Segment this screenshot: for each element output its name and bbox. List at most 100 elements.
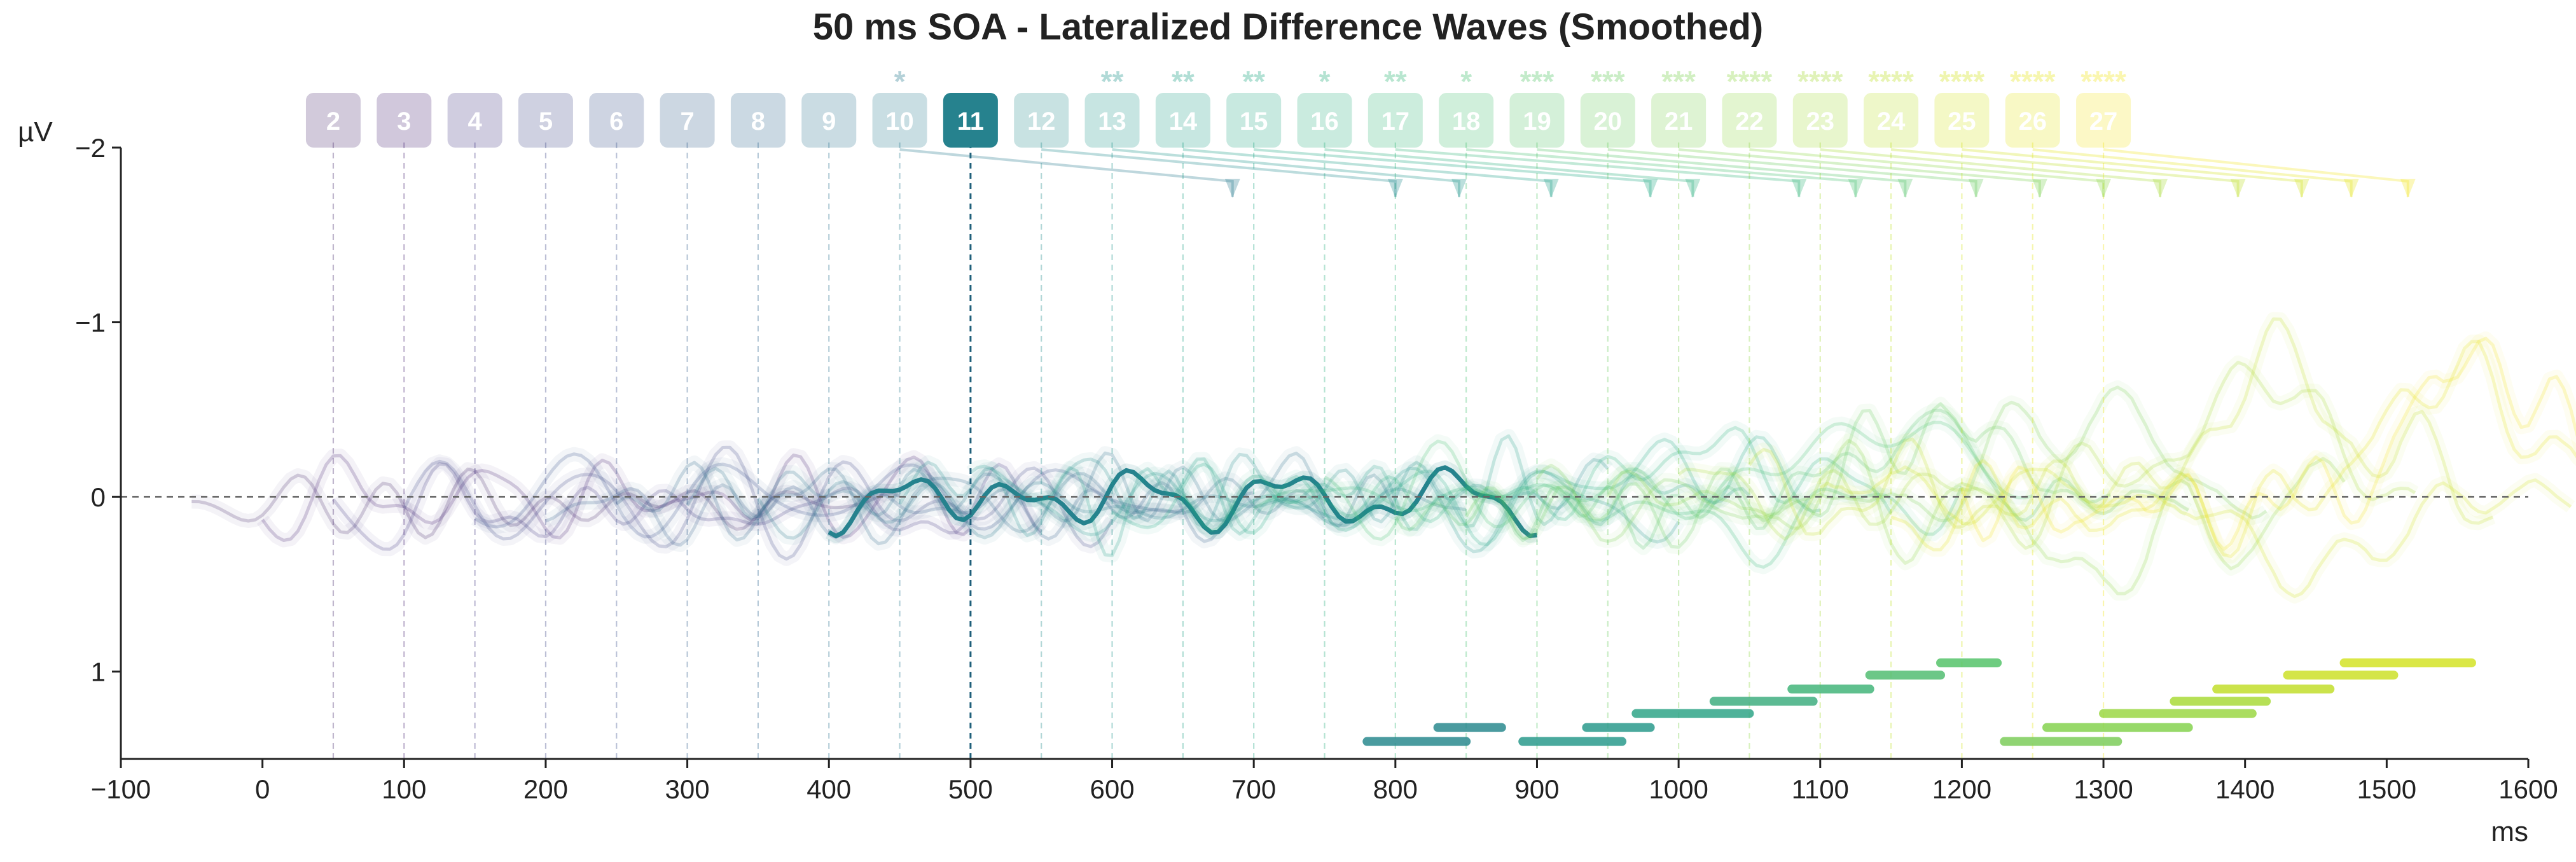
badge-22 (1722, 93, 1777, 148)
x-tick-label-1: 0 (255, 774, 270, 804)
wave-band-10 (752, 475, 1467, 545)
x-tick-label-16: 1500 (2357, 774, 2416, 804)
wave-line-21 (1535, 386, 2268, 543)
badge-15 (1226, 93, 1282, 148)
arrow-line-14 (1962, 148, 2303, 197)
arrow-head-8 (1897, 179, 1913, 198)
wave-band-22 (1602, 433, 2350, 601)
badge-stars-10: * (894, 65, 906, 98)
arrow-line-12 (1820, 148, 2162, 197)
badge-4 (447, 93, 502, 148)
badge-label-12: 12 (1027, 108, 1056, 136)
badge-10 (872, 93, 927, 148)
arrow-head-6 (1791, 179, 1807, 198)
badge-stars-13: ** (1101, 65, 1124, 98)
arrow-head-11 (2096, 179, 2112, 198)
badge-6 (589, 93, 644, 148)
arrow-line-13 (1890, 148, 2240, 197)
badge-label-23: 23 (1806, 108, 1835, 136)
badge-stars-27: **** (2081, 65, 2126, 98)
wave-line-18 (1324, 421, 2033, 541)
badge-label-14: 14 (1169, 108, 1198, 136)
badge-16 (1297, 93, 1352, 148)
badge-stars-24: **** (1868, 65, 1914, 98)
waveforms (191, 312, 2576, 604)
wave-line-4 (332, 462, 1043, 551)
badge-20 (1580, 93, 1635, 148)
x-tick-label-15: 1400 (2215, 774, 2275, 804)
arrow-line-0 (899, 148, 1234, 197)
y-tick-label-1: −1 (75, 308, 106, 338)
arrow-head-13 (2230, 179, 2246, 198)
wave-line-10 (756, 480, 1467, 540)
wave-band-12 (894, 447, 1613, 543)
x-tick-label-12: 1100 (1792, 774, 1849, 804)
badge-24 (1864, 93, 1919, 148)
arrow-line-1 (1041, 148, 1397, 197)
badge-19 (1509, 93, 1565, 148)
arrow-head-5 (1685, 179, 1701, 198)
x-tick-label-8: 700 (1231, 774, 1276, 804)
badge-stars-18: * (1460, 65, 1472, 98)
arrow-line-16 (2103, 148, 2409, 197)
x-axis-label: ms (2491, 816, 2528, 847)
badge-18 (1439, 93, 1494, 148)
arrow-line-2 (1112, 148, 1461, 197)
badge-stars-26: **** (2010, 65, 2056, 98)
badge-label-8: 8 (751, 108, 765, 136)
onset-lines (332, 143, 2105, 759)
badge-stars-14: ** (1172, 65, 1195, 98)
badge-label-13: 13 (1098, 108, 1126, 136)
x-tick-label-5: 400 (807, 774, 851, 804)
wave-band-16 (1177, 421, 1897, 538)
arrow-line-7 (1465, 148, 1857, 197)
badge-stars-19: *** (1520, 65, 1555, 98)
arrow-head-15 (2343, 179, 2359, 198)
y-tick-label-3: 1 (91, 657, 106, 687)
arrow-head-10 (2032, 179, 2047, 198)
wave-line-6 (474, 452, 1184, 539)
badge-label-26: 26 (2018, 108, 2047, 136)
wave-line-26 (1890, 340, 2576, 559)
arrow-head-9 (1968, 179, 1984, 198)
wave-line-22 (1606, 438, 2346, 595)
arrow-head-16 (2400, 179, 2416, 198)
arrow-head-0 (1224, 179, 1240, 198)
wave-band-25 (1816, 460, 2575, 604)
arrow-head-7 (1848, 179, 1864, 198)
badge-label-17: 17 (1381, 108, 1410, 136)
series-badges: 2 3 4 5 6 7 8 9 10*11 12 13**14**15**16*17**18*19*… (305, 65, 2131, 148)
wave-band-27 (1955, 331, 2576, 557)
wave-band-4 (328, 457, 1047, 557)
wave-line-20 (1464, 402, 2189, 549)
badge-label-24: 24 (1877, 108, 1906, 136)
arrow-line-5 (1324, 148, 1694, 197)
arrow-head-4 (1642, 179, 1658, 198)
wave-band-17 (1250, 478, 1969, 574)
wave-line-19 (1394, 408, 2111, 550)
wave-band-5 (398, 440, 1119, 566)
arrow-line-6 (1395, 148, 1801, 197)
badge-12 (1014, 93, 1069, 148)
x-tick-label-17: 1600 (2498, 774, 2558, 804)
x-tick-label-0: −100 (91, 774, 151, 804)
badge-label-7: 7 (680, 108, 694, 136)
badge-stars-16: * (1319, 65, 1331, 98)
peak-arrows (899, 148, 2416, 198)
badge-label-18: 18 (1452, 108, 1481, 136)
chart-title: 50 ms SOA - Lateralized Difference Waves… (813, 6, 1763, 48)
wave-band-9 (681, 446, 1402, 533)
wave-line-16 (1181, 426, 1893, 532)
x-tick-label-13: 1200 (1932, 774, 1991, 804)
wave-band-26 (1888, 334, 2576, 564)
badge-stars-25: **** (1939, 65, 1985, 98)
wave-line-17 (1252, 483, 1963, 569)
arrow-line-15 (2032, 148, 2353, 197)
badge-stars-21: *** (1661, 65, 1696, 98)
significance-bars (1362, 658, 2476, 746)
wave-line-5 (403, 445, 1114, 561)
wave-band-21 (1531, 380, 2271, 548)
wave-line-14 (1041, 434, 1751, 557)
badge-17 (1368, 93, 1423, 148)
